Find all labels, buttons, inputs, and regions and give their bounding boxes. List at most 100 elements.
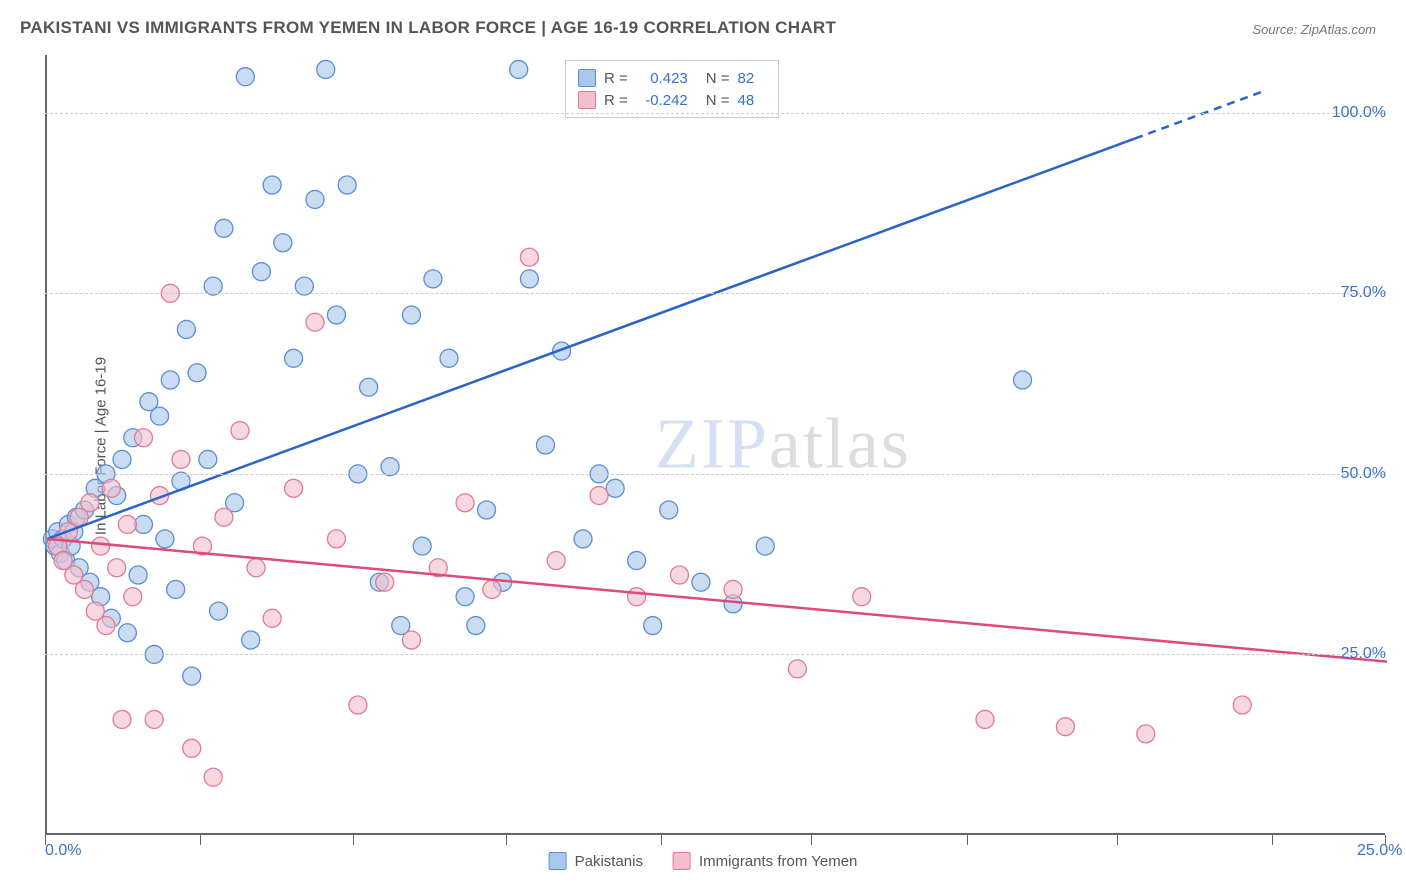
n-label: N = — [706, 70, 730, 87]
legend-swatch — [673, 852, 691, 870]
data-point — [628, 588, 646, 606]
data-point — [231, 422, 249, 440]
r-value: 0.423 — [636, 70, 688, 87]
x-tick-mark — [1272, 835, 1273, 845]
data-point — [853, 588, 871, 606]
data-point — [976, 710, 994, 728]
data-point — [113, 450, 131, 468]
legend-item: Immigrants from Yemen — [673, 852, 857, 870]
gridline — [45, 293, 1385, 294]
data-point — [134, 429, 152, 447]
data-point — [252, 263, 270, 281]
y-tick-label: 50.0% — [1341, 465, 1386, 483]
y-tick-label: 25.0% — [1341, 645, 1386, 663]
data-point — [574, 530, 592, 548]
data-point — [456, 494, 474, 512]
data-point — [177, 320, 195, 338]
data-point — [327, 530, 345, 548]
data-point — [151, 407, 169, 425]
data-point — [338, 176, 356, 194]
data-point — [376, 573, 394, 591]
data-point — [263, 176, 281, 194]
data-point — [247, 559, 265, 577]
data-point — [349, 696, 367, 714]
data-point — [660, 501, 678, 519]
data-point — [478, 501, 496, 519]
data-point — [402, 306, 420, 324]
data-point — [145, 710, 163, 728]
legend-item: Pakistanis — [549, 852, 643, 870]
data-point — [210, 602, 228, 620]
data-point — [129, 566, 147, 584]
data-point — [402, 631, 420, 649]
r-label: R = — [604, 92, 628, 109]
data-point — [467, 617, 485, 635]
legend-swatch — [549, 852, 567, 870]
y-tick-label: 75.0% — [1341, 284, 1386, 302]
x-tick-mark — [353, 835, 354, 845]
data-point — [204, 768, 222, 786]
data-point — [306, 190, 324, 208]
x-tick-mark — [506, 835, 507, 845]
chart-title: PAKISTANI VS IMMIGRANTS FROM YEMEN IN LA… — [20, 18, 836, 38]
data-point — [118, 515, 136, 533]
data-point — [360, 378, 378, 396]
data-point — [756, 537, 774, 555]
legend-swatch — [578, 91, 596, 109]
n-value: 82 — [738, 70, 766, 87]
chart-container: PAKISTANI VS IMMIGRANTS FROM YEMEN IN LA… — [0, 0, 1406, 892]
n-value: 48 — [738, 92, 766, 109]
data-point — [285, 479, 303, 497]
gridline — [45, 654, 1385, 655]
data-point — [456, 588, 474, 606]
x-tick-mark — [1117, 835, 1118, 845]
data-point — [97, 617, 115, 635]
data-point — [327, 306, 345, 324]
data-point — [692, 573, 710, 591]
data-point — [590, 487, 608, 505]
data-point — [547, 552, 565, 570]
data-point — [413, 537, 431, 555]
n-label: N = — [706, 92, 730, 109]
data-point — [161, 371, 179, 389]
legend-label: Immigrants from Yemen — [699, 853, 857, 870]
series-legend: Pakistanis Immigrants from Yemen — [549, 852, 858, 870]
correlation-legend: R = 0.423 N = 82 R = -0.242 N = 48 — [565, 60, 779, 118]
x-tick-mark — [967, 835, 968, 845]
data-point — [306, 313, 324, 331]
r-value: -0.242 — [636, 92, 688, 109]
x-tick-mark — [811, 835, 812, 845]
data-point — [102, 479, 120, 497]
data-point — [644, 617, 662, 635]
scatter-plot-svg — [47, 55, 1387, 835]
data-point — [520, 270, 538, 288]
x-tick-mark — [661, 835, 662, 845]
data-point — [124, 588, 142, 606]
data-point — [215, 508, 233, 526]
data-point — [215, 219, 233, 237]
legend-label: Pakistanis — [575, 853, 643, 870]
data-point — [606, 479, 624, 497]
legend-swatch — [578, 69, 596, 87]
data-point — [76, 580, 94, 598]
data-point — [242, 631, 260, 649]
data-point — [424, 270, 442, 288]
data-point — [81, 494, 99, 512]
data-point — [520, 248, 538, 266]
data-point — [317, 60, 335, 78]
data-point — [670, 566, 688, 584]
data-point — [274, 234, 292, 252]
plot-area: ZIPatlas — [45, 55, 1385, 835]
legend-stat-row: R = -0.242 N = 48 — [578, 89, 766, 111]
data-point — [440, 349, 458, 367]
data-point — [1056, 718, 1074, 736]
y-tick-label: 100.0% — [1332, 104, 1386, 122]
gridline — [45, 474, 1385, 475]
data-point — [1233, 696, 1251, 714]
data-point — [156, 530, 174, 548]
x-tick-label: 25.0% — [1357, 842, 1402, 860]
data-point — [236, 68, 254, 86]
data-point — [510, 60, 528, 78]
data-point — [263, 609, 281, 627]
data-point — [188, 364, 206, 382]
